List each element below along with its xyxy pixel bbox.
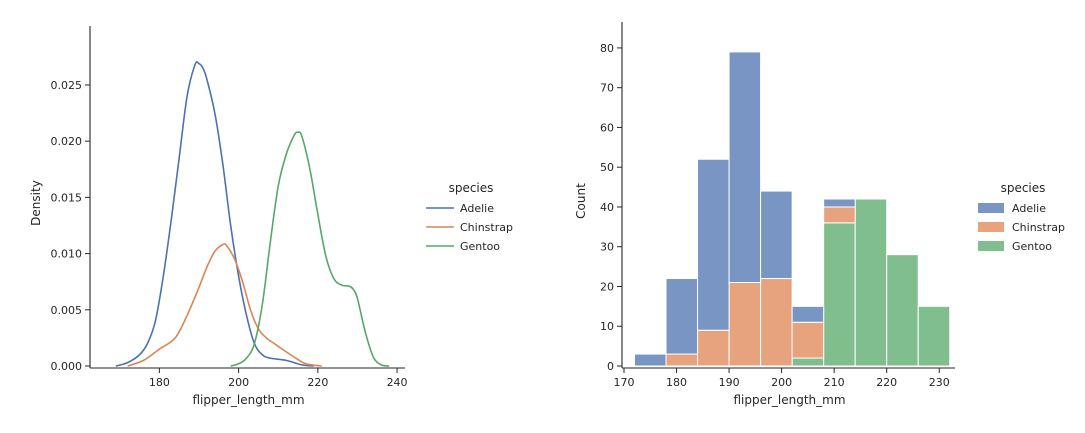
hist-bar-adelie [634,353,667,367]
y-tick-label: 0 [607,360,614,373]
x-tick-label: 220 [307,376,328,389]
y-tick-label: 0.000 [51,360,83,373]
hist-bar-chinstrap [728,282,762,367]
hist-bar-chinstrap [823,206,856,224]
hist-bar-adelie [760,190,793,280]
legend-swatch-gentoo [978,241,1004,251]
x-tick-label: 180 [149,376,170,389]
x-tick-label: 220 [876,376,897,389]
x-tick-label: 240 [387,376,408,389]
hist-bar-adelie [697,158,730,331]
legend-label-adelie: Adelie [1012,202,1046,215]
legend-swatch-chinstrap [978,222,1004,232]
kde-line-chinstrap [127,243,322,367]
kde-plot: 180 200 220 240 0.000 0.005 0.010 0.015 0.020 0.0… [29,26,513,407]
x-tick-label: 200 [228,376,249,389]
legend-title: species [1001,181,1046,195]
x-tick-label: 200 [771,376,792,389]
x-tick-label: 180 [666,376,687,389]
legend-swatch-adelie [978,203,1004,213]
y-tick-label: 80 [600,42,614,55]
x-axis-label: flipper_length_mm [192,393,304,407]
histogram-plot: 170 180 190 200 210 220 230 0 10 20 30 40 50 60 70 80 fl… [574,22,1065,407]
y-tick-label: 0.005 [51,304,83,317]
legend-label-chinstrap: Chinstrap [460,221,513,234]
hist-bar-adelie [728,51,762,284]
hist-bar-gentoo [854,198,888,367]
legend-label-gentoo: Gentoo [460,240,500,253]
hist-bar-adelie [823,198,856,208]
hist-bar-gentoo [823,222,856,367]
hist-bar-chinstrap [697,329,730,367]
y-tick-label: 0.020 [51,135,83,148]
x-tick-label: 190 [719,376,740,389]
hist-bar-chinstrap [791,321,825,359]
y-tick-label: 60 [600,121,614,134]
y-tick-label: 0.015 [51,191,83,204]
y-tick-label: 50 [600,161,614,174]
legend-title: species [449,181,494,195]
hist-bar-gentoo [886,254,919,367]
kde-line-gentoo [230,131,390,367]
kde-line-adelie [115,61,314,367]
y-tick-label: 70 [600,82,614,95]
y-axis-label: Density [29,180,43,226]
y-tick-label: 10 [600,320,614,333]
hist-bar-chinstrap [665,353,699,367]
x-tick-label: 170 [614,376,635,389]
hist-bar-adelie [665,278,699,355]
y-tick-label: 0.025 [51,79,83,92]
legend-label-gentoo: Gentoo [1012,240,1052,253]
x-tick-label: 210 [824,376,845,389]
y-tick-label: 30 [600,241,614,254]
x-axis-label: flipper_length_mm [733,393,845,407]
y-tick-label: 0.010 [51,248,83,261]
hist-bar-gentoo [791,357,825,367]
hist-bar-adelie [791,305,825,323]
y-tick-label: 20 [600,280,614,293]
hist-bar-chinstrap [760,278,793,367]
legend-label-chinstrap: Chinstrap [1012,221,1065,234]
legend-label-adelie: Adelie [460,202,494,215]
hist-bar-gentoo [917,305,951,367]
y-axis-label: Count [574,183,588,219]
y-tick-label: 40 [600,201,614,214]
x-tick-label: 230 [929,376,950,389]
